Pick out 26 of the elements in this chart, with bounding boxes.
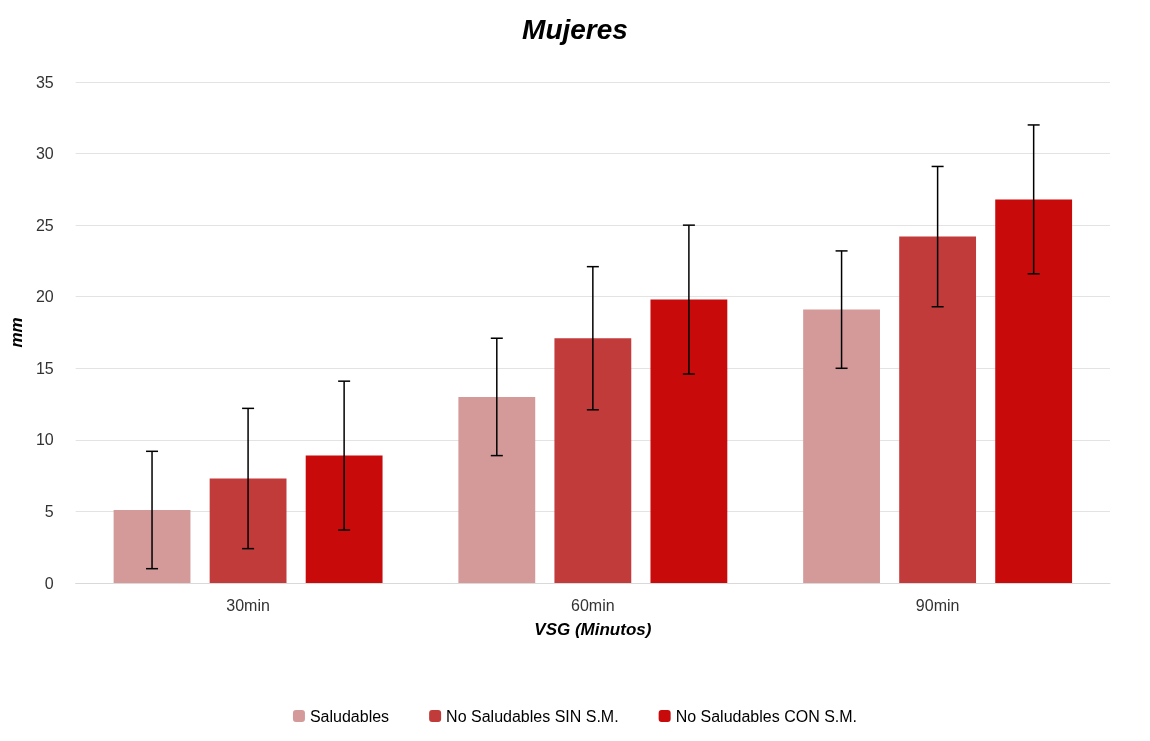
bar bbox=[803, 309, 880, 583]
x-tick-label: 30min bbox=[226, 596, 270, 614]
bar bbox=[305, 455, 383, 583]
bar bbox=[458, 396, 536, 583]
y-axis-title: mm bbox=[7, 317, 26, 348]
bar bbox=[899, 236, 977, 583]
y-tick-label: 30 bbox=[35, 145, 54, 163]
legend-label: No Saludables CON S.M. bbox=[675, 707, 858, 725]
legend-label: No Saludables SIN S.M. bbox=[446, 707, 619, 725]
y-tick-label: 5 bbox=[44, 502, 54, 520]
bar bbox=[995, 199, 1073, 583]
y-tick-label: 10 bbox=[35, 431, 54, 449]
y-tick-label: 15 bbox=[35, 359, 54, 377]
x-axis-title: VSG (Minutos) bbox=[534, 620, 652, 639]
x-tick-label: 90min bbox=[915, 596, 960, 614]
bar bbox=[113, 510, 191, 583]
y-tick-label: 25 bbox=[35, 216, 54, 234]
bar bbox=[650, 299, 728, 583]
y-tick-label: 35 bbox=[35, 73, 54, 91]
chart-title: Mujeres bbox=[522, 13, 628, 45]
x-tick-label: 60min bbox=[571, 596, 615, 614]
legend-label: Saludables bbox=[309, 707, 390, 725]
y-tick-label: 0 bbox=[44, 574, 54, 592]
y-tick-label: 20 bbox=[35, 288, 54, 306]
bar bbox=[554, 338, 632, 583]
bar bbox=[209, 478, 287, 583]
